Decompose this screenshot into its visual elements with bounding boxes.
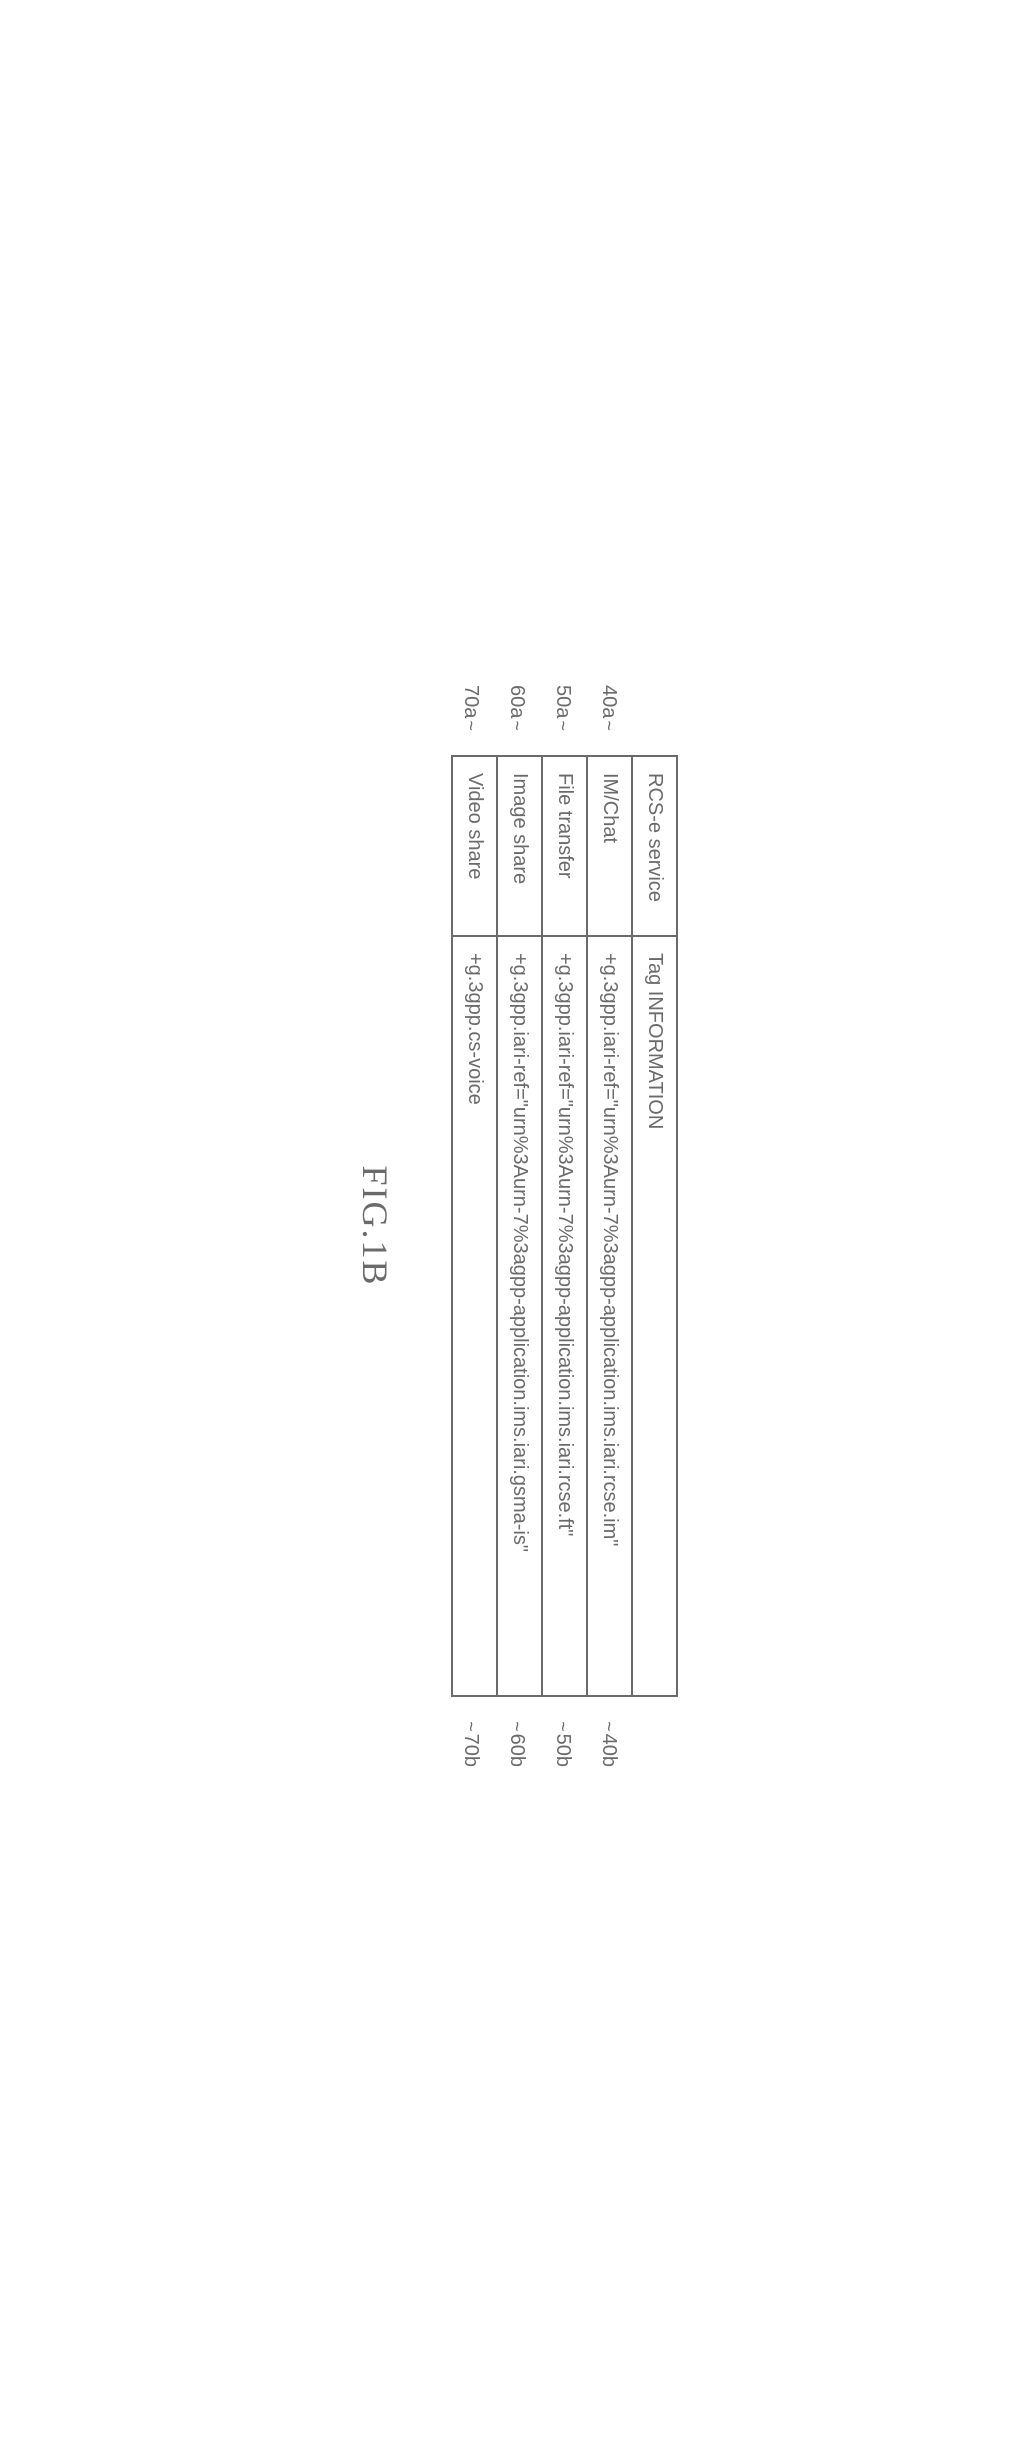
header-service: RCS-e service — [632, 756, 677, 936]
ref-label-60a: 60a~ — [505, 685, 528, 733]
table-wrapper: 40a~ 50a~ 60a~ 70a~ ~40b ~50b ~60b ~70b … — [451, 755, 678, 1697]
ref-label-70b: ~70b — [459, 1719, 482, 1767]
cell-service: IM/Chat — [587, 756, 632, 936]
cell-tag: +g.3gpp.iari-ref="urn%3Aurn-7%3agpp-appl… — [542, 936, 587, 1696]
table-header-row: RCS-e service Tag INFORMATION — [632, 756, 677, 1696]
figure-caption: FIG.1B — [354, 755, 396, 1697]
cell-tag: +g.3gpp.iari-ref="urn%3Aurn-7%3agpp-appl… — [497, 936, 542, 1696]
table-row: Image share +g.3gpp.iari-ref="urn%3Aurn-… — [497, 756, 542, 1696]
cell-tag: +g.3gpp.iari-ref="urn%3Aurn-7%3agpp-appl… — [587, 936, 632, 1696]
rcs-service-table: RCS-e service Tag INFORMATION IM/Chat +g… — [451, 755, 678, 1697]
figure-container: 40a~ 50a~ 60a~ 70a~ ~40b ~50b ~60b ~70b … — [354, 755, 678, 1697]
table-row: File transfer +g.3gpp.iari-ref="urn%3Aur… — [542, 756, 587, 1696]
ref-label-50b: ~50b — [551, 1719, 574, 1767]
cell-service: Image share — [497, 756, 542, 936]
cell-tag: +g.3gpp.cs-voice — [452, 936, 497, 1696]
cell-service: Video share — [452, 756, 497, 936]
header-tag: Tag INFORMATION — [632, 936, 677, 1696]
table-row: Video share +g.3gpp.cs-voice — [452, 756, 497, 1696]
ref-label-40b: ~40b — [597, 1719, 620, 1767]
ref-label-70a: 70a~ — [459, 685, 482, 733]
cell-service: File transfer — [542, 756, 587, 936]
ref-label-40a: 40a~ — [597, 685, 620, 733]
table-row: IM/Chat +g.3gpp.iari-ref="urn%3Aurn-7%3a… — [587, 756, 632, 1696]
ref-label-50a: 50a~ — [551, 685, 574, 733]
ref-label-60b: ~60b — [505, 1719, 528, 1767]
